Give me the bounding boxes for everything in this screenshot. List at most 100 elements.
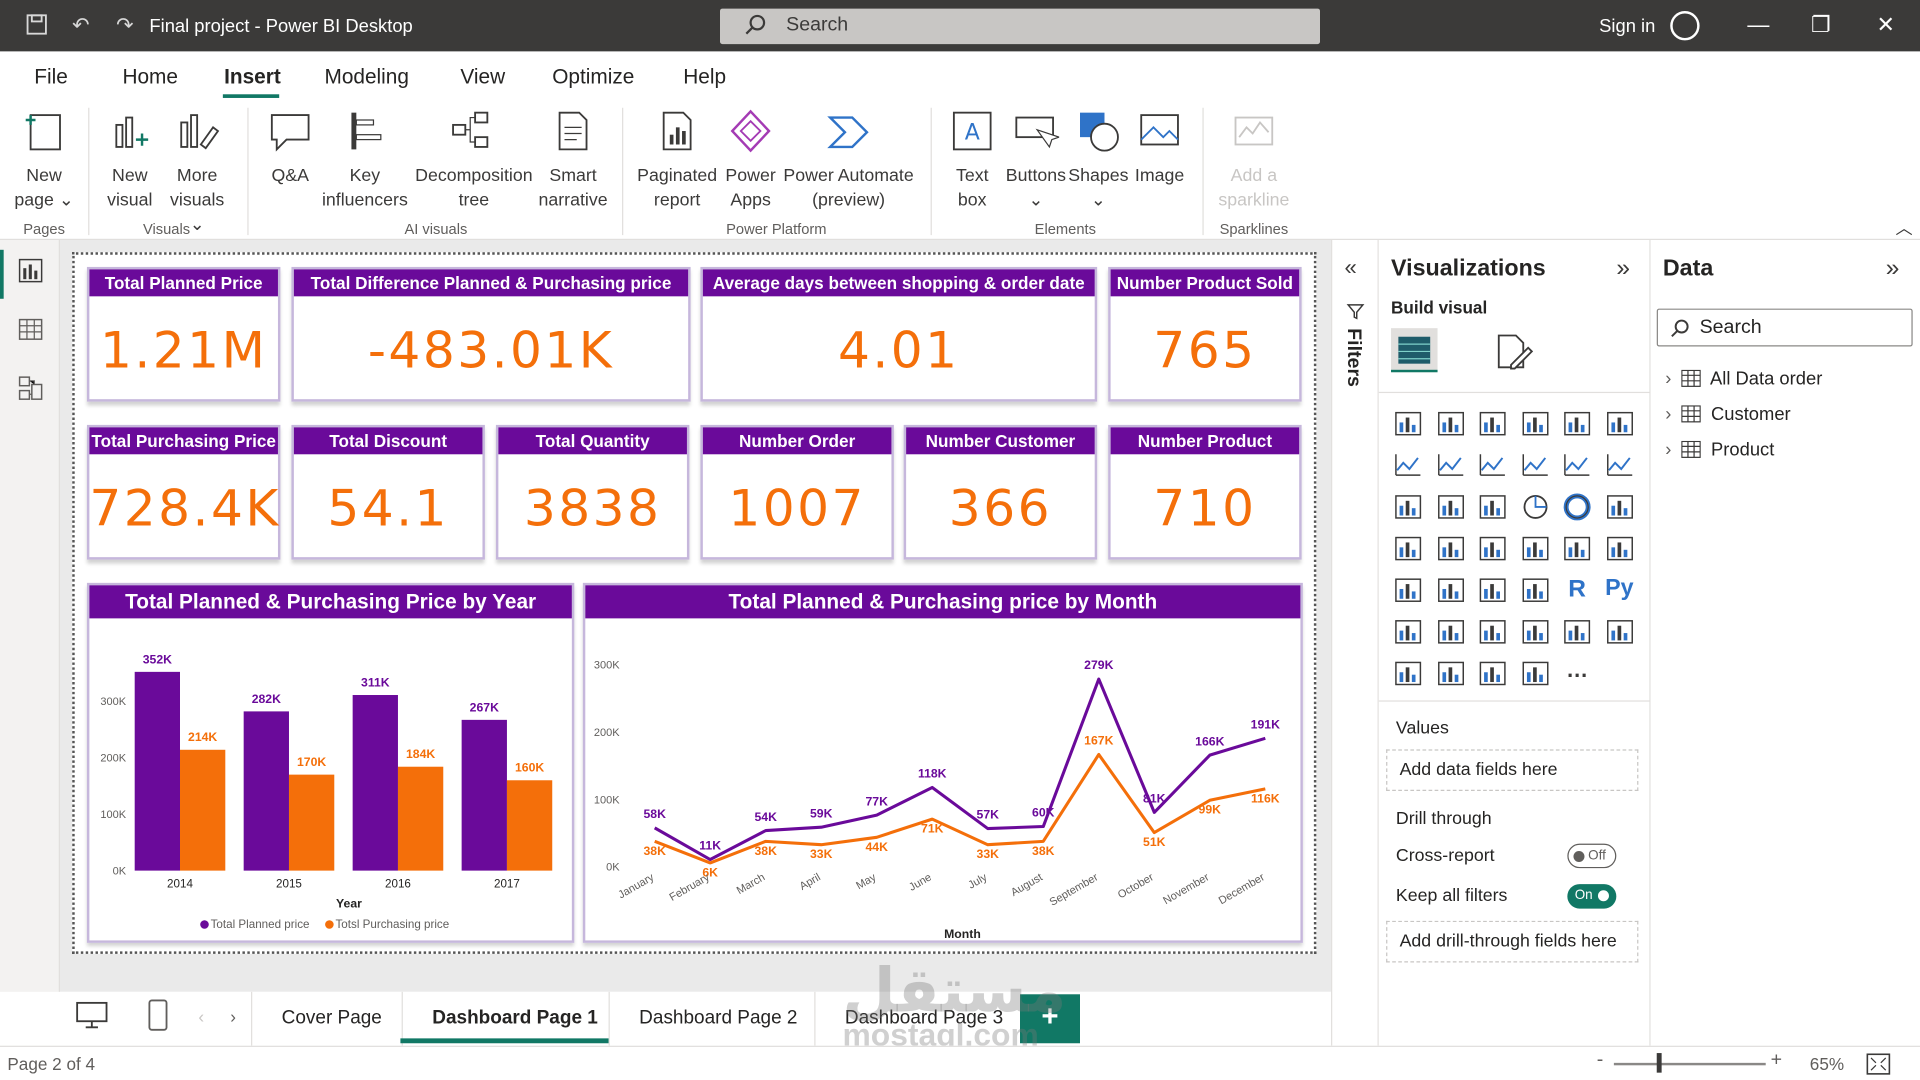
shapes-button[interactable]: Shapes ⌄ [1068,108,1129,213]
avatar-icon[interactable] [1670,11,1700,41]
zoom-out-icon[interactable]: - [1596,1049,1604,1071]
stacked-column-chart-icon[interactable] [1436,409,1465,438]
slicer-icon[interactable] [1436,576,1465,605]
line-clustered-column-icon[interactable] [1520,451,1549,480]
metrics-icon[interactable] [1562,617,1591,646]
next-page-icon[interactable]: › [230,1006,236,1027]
gauge-icon[interactable] [1520,534,1549,563]
clustered-column-chart-icon[interactable] [1520,409,1549,438]
more-options-icon[interactable]: … [1566,657,1589,683]
page-tab-dashboard-1[interactable]: Dashboard Page 1 [432,1007,598,1029]
key-influencers-icon[interactable] [1393,617,1422,646]
filled-map-icon[interactable] [1436,534,1465,563]
table-icon[interactable] [1478,576,1507,605]
smart-narrative-button[interactable]: Smart narrative [536,108,609,213]
text-box-button[interactable]: A Text box [943,108,1002,213]
undo-icon[interactable]: ↶ [72,13,90,37]
power-automate-button[interactable]: Power Automate (preview) [781,108,916,213]
decomposition-tree-button[interactable]: Decomposition tree [411,108,536,213]
card-number-customer[interactable]: Number Customer 366 [903,424,1098,560]
search-box[interactable]: Search [720,8,1321,45]
scatter-chart-icon[interactable] [1478,492,1507,521]
build-visual-tab[interactable] [1391,328,1438,373]
bar-chart-visual[interactable]: Total Planned & Purchasing Price by Year… [86,582,575,943]
save-icon[interactable] [24,13,48,37]
azure-map-icon[interactable] [1478,534,1507,563]
card-total-planned-price[interactable]: Total Planned Price 1.21M [86,266,281,402]
image-button[interactable]: Image [1131,108,1187,189]
new-page-button[interactable]: New page ⌄ [10,108,79,213]
collapse-visualizations-icon[interactable]: » [1616,254,1630,282]
paginated-report-icon[interactable] [1605,617,1634,646]
power-apps-button[interactable]: Power Apps [720,108,781,213]
table-view-icon[interactable] [17,316,44,343]
power-apps-icon[interactable] [1436,659,1465,688]
keep-all-filters-toggle[interactable]: On [1567,884,1617,909]
new-visual-button[interactable]: New visual [103,108,157,213]
line-chart-visual[interactable]: Total Planned & Purchasing price by Mont… [582,582,1303,963]
card-icon[interactable] [1562,534,1591,563]
card-total-difference[interactable]: Total Difference Planned & Purchasing pr… [291,266,691,402]
data-table-item[interactable]: › Product [1665,440,1774,461]
cross-report-toggle[interactable]: Off [1567,843,1617,869]
card-number-product-sold[interactable]: Number Product Sold 765 [1108,266,1302,402]
card-total-quantity[interactable]: Total Quantity 3838 [495,424,690,560]
map-icon[interactable] [1393,534,1422,563]
zoom-slider[interactable] [1613,1062,1766,1066]
ribbon-chart-icon[interactable] [1605,451,1634,480]
page-tab-cover[interactable]: Cover Page [281,1007,382,1029]
add-page-button[interactable]: + [1020,994,1081,1044]
paginated-report-button[interactable]: Paginated report [634,108,720,213]
desktop-layout-icon[interactable] [76,1001,108,1029]
card-total-purchasing-price[interactable]: Total Purchasing Price 728.4K [86,424,281,560]
stacked-bar-chart-icon[interactable] [1393,409,1422,438]
collapse-ribbon-icon[interactable]: ︿ [1895,217,1913,238]
page-tab-dashboard-2[interactable]: Dashboard Page 2 [639,1007,798,1029]
smart-narrative-icon[interactable] [1520,617,1549,646]
pie-chart-icon[interactable] [1520,492,1549,521]
report-view-icon[interactable] [17,257,44,284]
buttons-button[interactable]: Buttons ⌄ [1002,108,1071,213]
line-chart-icon[interactable] [1393,451,1422,480]
data-table-item[interactable]: › All Data order [1665,369,1822,390]
tab-file[interactable]: File [34,64,68,89]
stacked-area-chart-icon[interactable] [1478,451,1507,480]
clustered-bar-chart-icon[interactable] [1478,409,1507,438]
add-sparkline-button[interactable]: Add a sparkline [1215,108,1293,213]
restore-icon[interactable]: ❐ [1810,12,1831,37]
sparkle-icon[interactable] [1520,659,1549,688]
python-visual-icon[interactable]: Py [1605,575,1634,602]
collapse-data-icon[interactable]: » [1885,254,1900,282]
card-average-days[interactable]: Average days between shopping & order da… [700,266,1098,402]
sign-in-link[interactable]: Sign in [1599,15,1656,37]
100-stacked-column-chart-icon[interactable] [1605,409,1634,438]
area-chart-icon[interactable] [1436,451,1465,480]
filters-pane[interactable]: « Filters [1331,240,1379,1046]
kpi-icon[interactable] [1393,576,1422,605]
values-well[interactable]: Add data fields here [1386,749,1639,792]
decomposition-tree-icon[interactable] [1436,617,1465,646]
100-stacked-bar-chart-icon[interactable] [1562,409,1591,438]
tab-optimize[interactable]: Optimize [552,64,635,89]
qa-icon[interactable] [1478,617,1507,646]
tab-modeling[interactable]: Modeling [324,64,409,89]
waterfall-chart-icon[interactable] [1393,492,1422,521]
tab-help[interactable]: Help [683,64,727,89]
page-tab-dashboard-3[interactable]: Dashboard Page 3 [844,1007,1004,1029]
mobile-layout-icon[interactable] [147,999,169,1031]
funnel-chart-icon[interactable] [1436,492,1465,521]
data-search-input[interactable]: Search [1656,308,1913,347]
drill-through-well[interactable]: Add drill-through fields here [1386,920,1639,963]
more-visuals-button[interactable]: More visuals ⌄ [163,108,232,238]
donut-chart-icon[interactable] [1562,492,1591,521]
zoom-slider-thumb[interactable] [1656,1053,1662,1073]
minimize-icon[interactable]: — [1747,12,1770,37]
key-influencers-button[interactable]: Key influencers [318,108,411,213]
fit-to-page-icon[interactable] [1866,1053,1891,1075]
model-view-icon[interactable] [17,375,44,402]
treemap-icon[interactable] [1605,492,1634,521]
format-visual-icon[interactable] [1494,333,1534,372]
prev-page-icon[interactable]: ‹ [198,1006,205,1027]
qa-button[interactable]: Q&A [262,108,318,189]
close-icon[interactable]: ✕ [1876,12,1895,37]
